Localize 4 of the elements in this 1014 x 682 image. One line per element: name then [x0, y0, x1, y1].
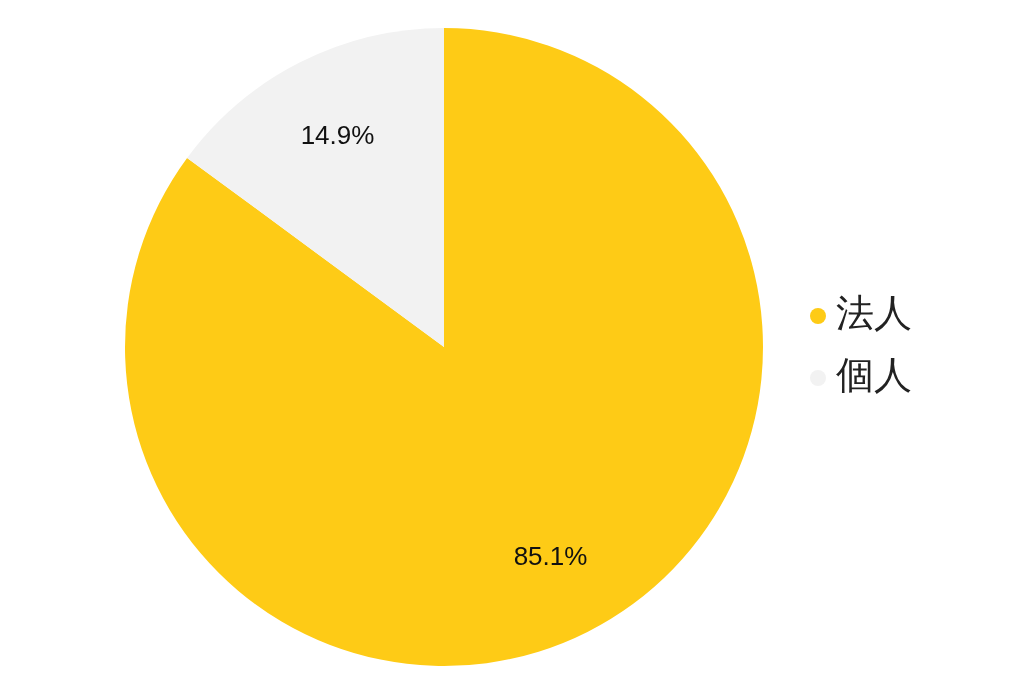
legend-label: 法人: [836, 290, 912, 335]
data-label: 14.9%: [300, 119, 375, 150]
data-label: 85.1%: [513, 540, 588, 571]
legend-label: 個人: [836, 352, 912, 397]
